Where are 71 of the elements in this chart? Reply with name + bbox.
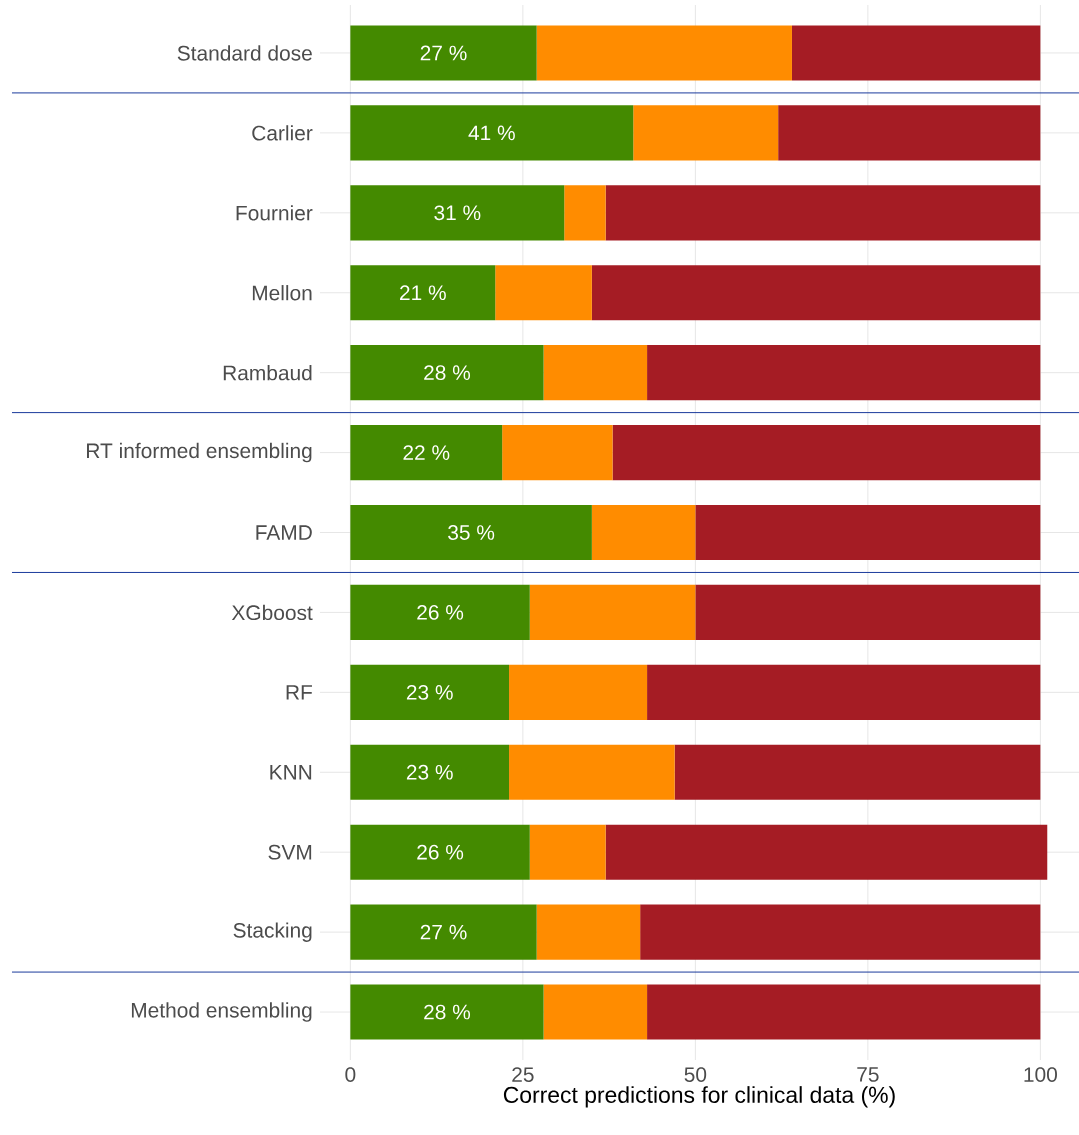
- bar: [509, 664, 648, 720]
- bar: [605, 824, 1048, 880]
- bar: [529, 824, 606, 880]
- bar: [543, 345, 648, 401]
- bar: [605, 185, 1041, 241]
- bar: [350, 664, 510, 720]
- y-tick-label: KNN: [270, 765, 312, 780]
- bar: [350, 744, 510, 800]
- bar: [591, 265, 1041, 321]
- bar: [350, 425, 503, 481]
- bar: [647, 345, 1041, 401]
- y-tick-label: Stacking: [233, 922, 312, 942]
- bar: [350, 105, 634, 161]
- bar: [350, 904, 537, 960]
- y-tick-label: XGboost: [231, 604, 313, 621]
- y-tick-label: Standard dose: [177, 45, 312, 61]
- y-tick-label: Fournier: [236, 205, 313, 221]
- y-tick-label: RT informed ensembling: [87, 442, 312, 463]
- bar: [633, 105, 779, 161]
- bar: [495, 265, 592, 321]
- bar: [564, 185, 606, 241]
- bar: [543, 984, 648, 1040]
- data-label: 28 %: [424, 1004, 471, 1020]
- data-label: 35 %: [448, 525, 495, 540]
- y-tick-label: Mellon: [252, 285, 312, 301]
- x-tick-label: 100: [1024, 1067, 1057, 1082]
- bar: [778, 105, 1041, 161]
- bar: [509, 744, 675, 800]
- bar: [536, 25, 792, 81]
- bar: [695, 584, 1041, 640]
- bar: [647, 984, 1041, 1040]
- data-label: 27 %: [420, 45, 467, 61]
- x-tick-label: 25: [512, 1067, 534, 1082]
- bar: [529, 584, 696, 640]
- y-tick-label: SVM: [268, 844, 312, 860]
- bar: [350, 984, 544, 1040]
- bar: [350, 584, 530, 640]
- data-label: 26 %: [417, 844, 464, 860]
- bar: [350, 345, 544, 401]
- y-tick-label: Rambaud: [223, 364, 312, 381]
- bar: [695, 504, 1041, 561]
- y-tick-label: RF: [286, 685, 312, 700]
- data-label: 31 %: [434, 205, 481, 221]
- bar: [350, 265, 496, 321]
- bar: [674, 744, 1041, 800]
- y-tick-label: FAMD: [256, 525, 312, 540]
- bar: [350, 504, 592, 561]
- bar: [612, 425, 1041, 481]
- y-tick-label: Method ensembling: [131, 1002, 312, 1022]
- x-tick-label: 75: [857, 1067, 879, 1082]
- data-label: 21 %: [400, 285, 446, 301]
- bar: [791, 25, 1041, 81]
- bar: [591, 504, 696, 561]
- data-label: 28 %: [424, 365, 471, 381]
- bar: [502, 425, 613, 481]
- x-tick-label: 0: [345, 1067, 356, 1082]
- bar: [350, 824, 530, 880]
- bar: [350, 185, 565, 241]
- bar: [647, 664, 1041, 720]
- data-label: 27 %: [420, 924, 467, 940]
- bar: [536, 904, 641, 960]
- bar: [640, 904, 1041, 960]
- data-label: 23 %: [406, 764, 453, 780]
- data-label: 26 %: [417, 605, 464, 620]
- y-tick-label: Carlier: [252, 125, 313, 141]
- bar: [350, 25, 537, 81]
- x-tick-label: 50: [684, 1067, 707, 1082]
- data-label: 23 %: [406, 684, 453, 700]
- x-axis-title: Correct predictions for clinical data (%): [503, 1086, 895, 1108]
- data-label: 22 %: [403, 445, 450, 460]
- data-label: 41 %: [468, 125, 515, 141]
